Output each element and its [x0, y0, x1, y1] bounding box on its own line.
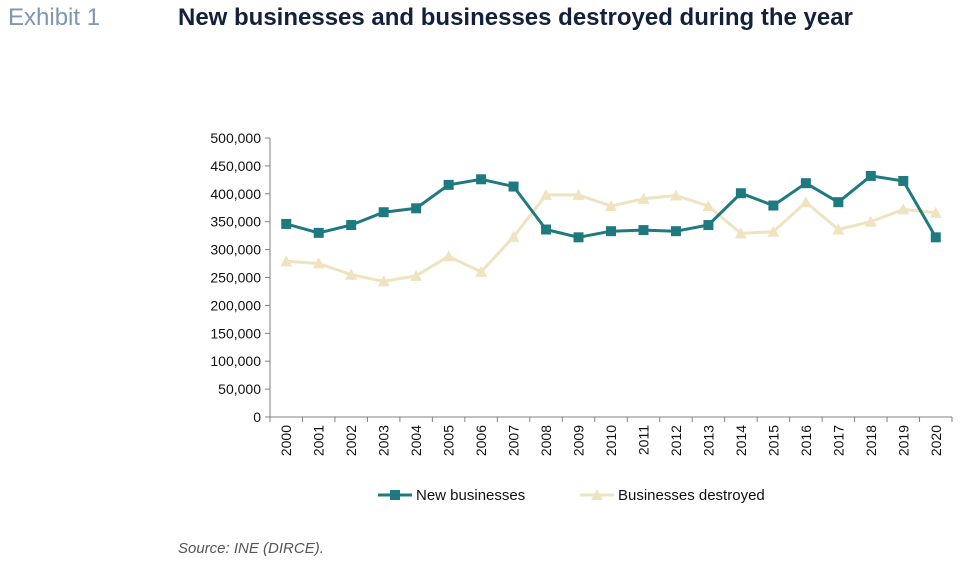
data-point [605, 200, 617, 212]
data-point [897, 203, 910, 215]
data-point [508, 181, 519, 192]
data-point [280, 255, 293, 267]
data-point [345, 268, 358, 280]
data-point [411, 203, 422, 214]
data-point [833, 197, 844, 208]
source-note: Source: INE (DIRCE). [178, 540, 324, 557]
x-tick-label: 2000 [278, 425, 294, 456]
x-tick-label: 2015 [765, 425, 781, 456]
data-point [378, 207, 389, 218]
x-tick-label: 2004 [408, 425, 424, 456]
data-point [865, 170, 876, 181]
data-point [832, 223, 845, 235]
data-point [443, 179, 454, 190]
data-point [929, 206, 942, 218]
data-point [898, 175, 909, 186]
data-point [670, 226, 681, 237]
chart-title: New businesses and businesses destroyed … [178, 4, 853, 31]
x-tick-label: 2003 [376, 425, 392, 456]
data-point [507, 230, 520, 242]
data-point [637, 192, 650, 204]
x-tick-label: 2016 [798, 425, 814, 456]
series-layer [280, 170, 942, 287]
x-tick-label: 2009 [571, 425, 587, 456]
data-point [346, 220, 357, 231]
x-tick-label: 2007 [506, 425, 522, 456]
series-new-businesses [281, 170, 941, 243]
x-tick-label: 2011 [635, 425, 651, 455]
data-point [540, 188, 553, 200]
x-tick-label: 2013 [700, 425, 716, 456]
y-tick-label: 500,000 [210, 130, 261, 146]
series-businesses-destroyed [280, 188, 942, 287]
x-tick-label: 2014 [733, 425, 749, 456]
data-point [606, 226, 616, 237]
data-point [930, 232, 941, 243]
y-tick-label: 100,000 [210, 353, 261, 369]
x-tick-label: 2002 [343, 425, 359, 456]
data-point [799, 196, 812, 208]
data-point [767, 225, 780, 237]
data-point [475, 265, 488, 277]
y-tick-label: 300,000 [210, 242, 261, 258]
data-point [669, 189, 682, 201]
data-point [768, 200, 779, 211]
data-point [702, 200, 715, 212]
data-point [281, 218, 292, 229]
y-tick-label: 250,000 [210, 270, 261, 286]
x-tick-label: 2006 [473, 425, 489, 456]
data-point [476, 174, 487, 185]
data-point [377, 275, 390, 287]
data-point [541, 224, 552, 235]
x-tick-label: 2020 [928, 425, 944, 456]
data-point [638, 225, 649, 236]
y-tick-label: 350,000 [210, 214, 261, 230]
legend-label: Businesses destroyed [618, 487, 765, 504]
x-tick-label: 2018 [863, 425, 879, 456]
y-tick-label: 450,000 [210, 158, 261, 174]
legend-marker [591, 489, 603, 500]
y-tick-label: 0 [253, 409, 261, 425]
data-point [703, 220, 714, 231]
x-tick-label: 2012 [668, 425, 684, 456]
y-tick-label: 150,000 [210, 325, 261, 341]
x-tick-label: 2019 [895, 425, 911, 456]
data-point [312, 257, 325, 269]
data-point [442, 250, 455, 262]
legend-marker [390, 490, 400, 500]
data-point [864, 215, 877, 227]
x-tick-label: 2001 [311, 425, 327, 456]
legend-item: Businesses destroyed [580, 487, 765, 504]
x-tick-label: 2017 [830, 425, 846, 456]
y-tick-label: 400,000 [210, 186, 261, 202]
data-point [734, 227, 747, 239]
x-tick-label: 2008 [538, 425, 554, 456]
data-point [735, 188, 746, 199]
data-point [573, 232, 584, 243]
legend-item: New businesses [378, 487, 525, 504]
x-tick-label: 2010 [603, 425, 619, 456]
y-tick-label: 50,000 [218, 381, 261, 397]
x-tick-label: 2005 [441, 425, 457, 456]
data-point [800, 178, 811, 189]
data-point [410, 269, 423, 281]
axes: 0 50,000 100,000 150,000 200,000 250,000 300,0… [210, 130, 953, 456]
legend-label: New businesses [416, 487, 525, 504]
legend: New businesses Businesses destroyed [378, 487, 765, 504]
y-tick-label: 200,000 [210, 297, 261, 313]
data-point [313, 227, 324, 238]
data-point [572, 188, 585, 200]
exhibit-label: Exhibit 1 [8, 4, 101, 31]
